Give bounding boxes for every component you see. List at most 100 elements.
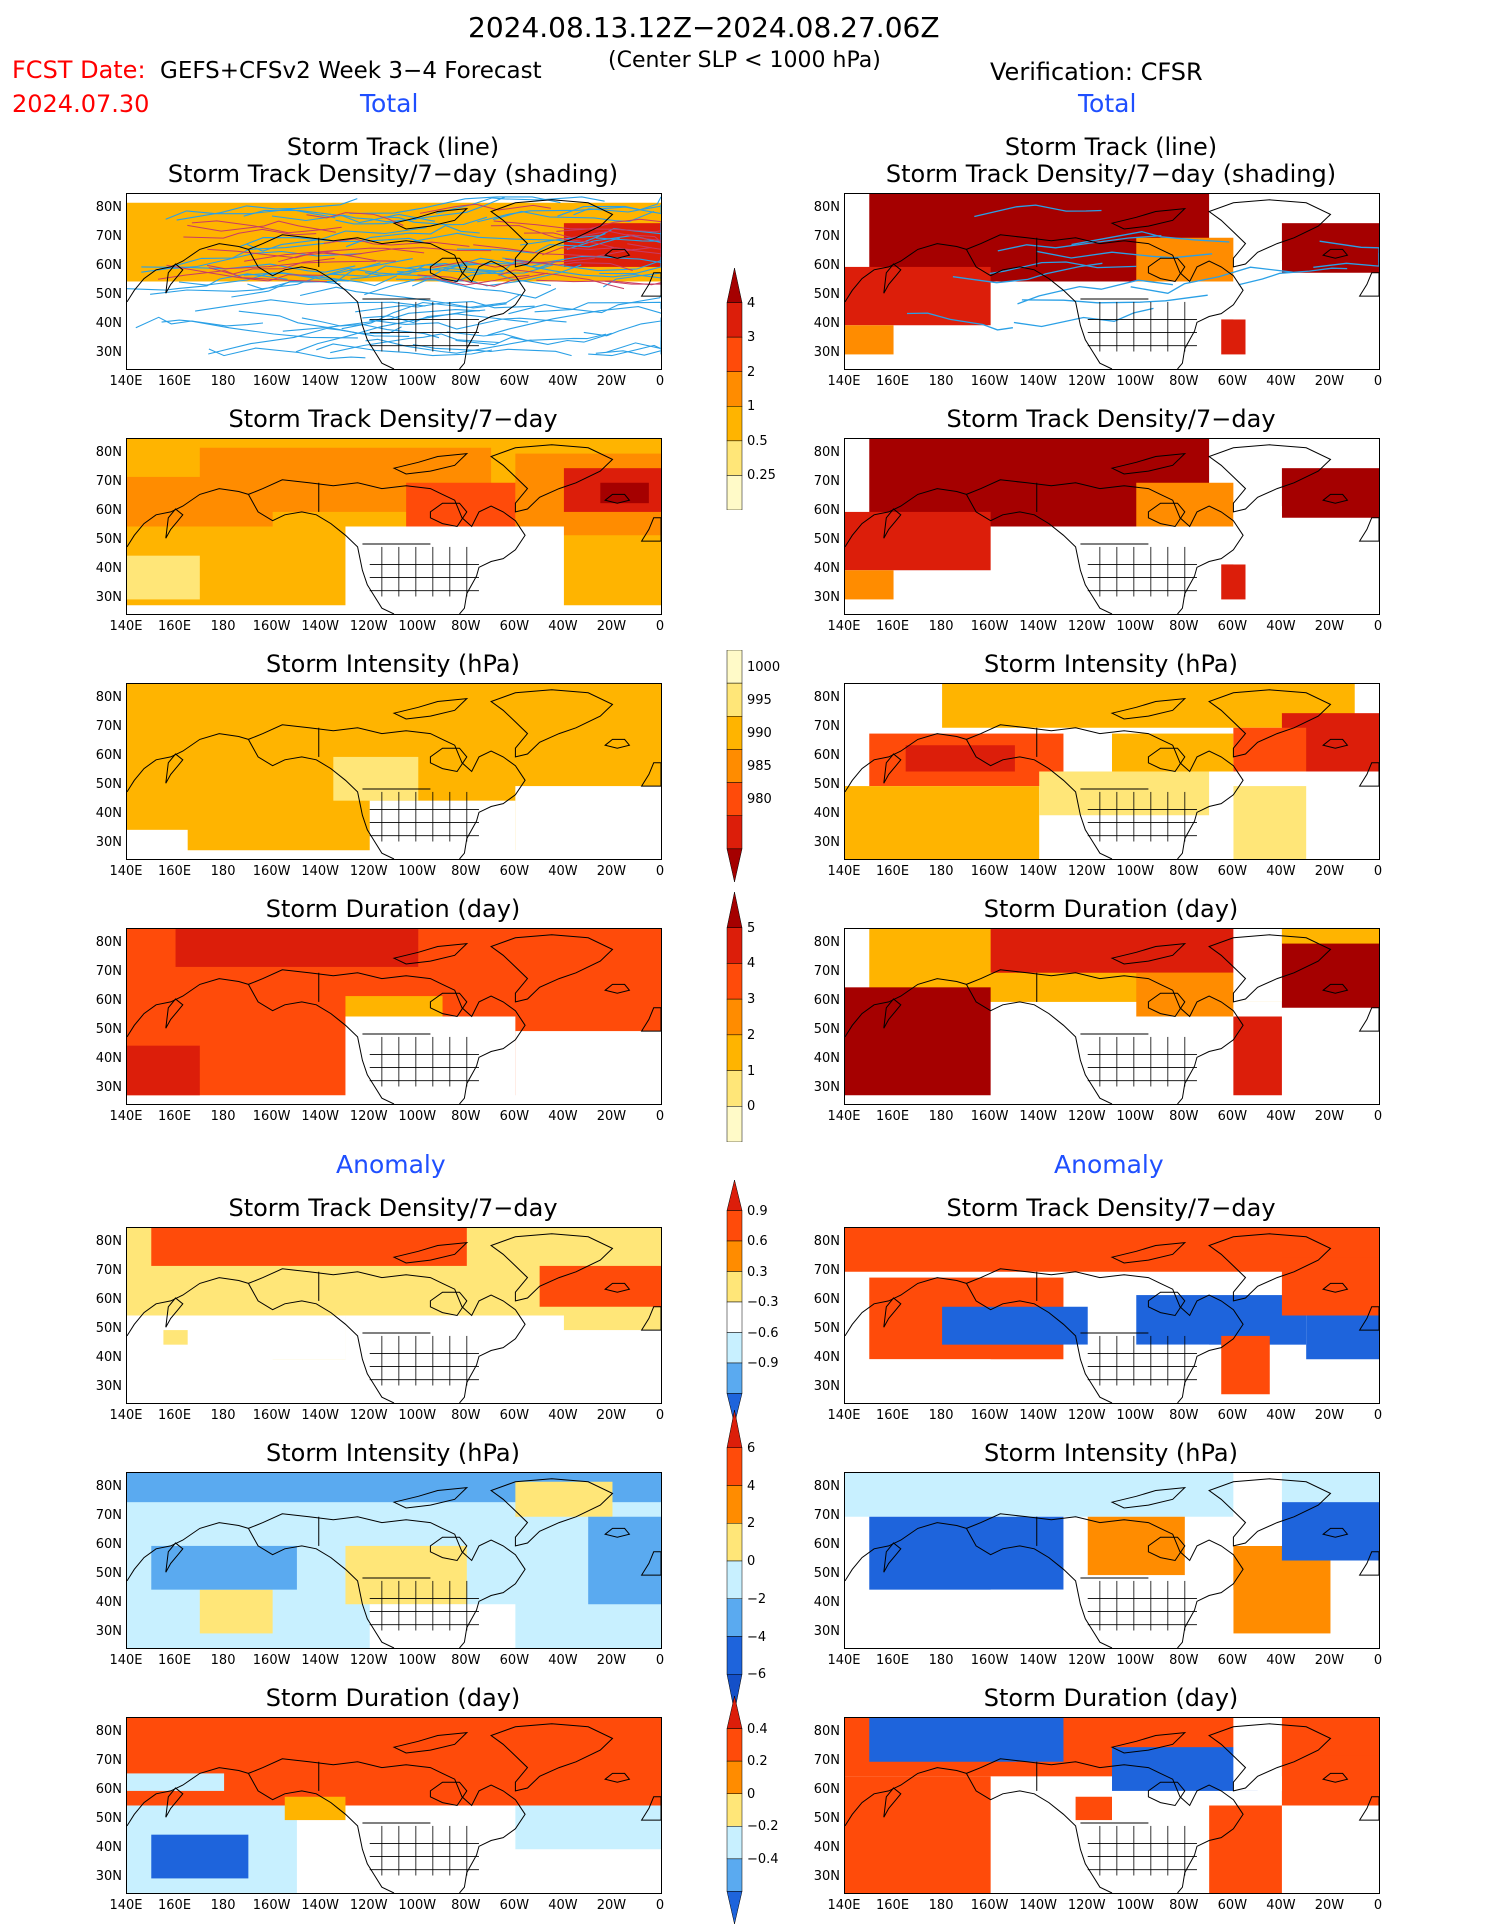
panel-title: Storm Duration (day) xyxy=(983,895,1239,923)
lon-label: 120W xyxy=(1067,1109,1106,1124)
fcst-date-label: FCST Date: xyxy=(12,56,146,84)
lon-label: 180 xyxy=(210,1653,236,1668)
lon-label: 80W xyxy=(451,864,481,879)
lat-label: 50N xyxy=(95,287,122,303)
lat-label: 30N xyxy=(813,1624,840,1640)
lat-label: 50N xyxy=(813,1566,840,1582)
lat-label: 40N xyxy=(813,561,840,577)
lon-label: 120W xyxy=(1067,1898,1106,1913)
lon-label: 120W xyxy=(1067,619,1106,634)
lon-label: 140E xyxy=(827,1109,861,1124)
lon-label: 180 xyxy=(210,619,236,634)
panel-title: Storm Intensity (hPa) xyxy=(984,650,1238,678)
lat-label: 30N xyxy=(813,835,840,851)
lat-label: 70N xyxy=(95,963,122,979)
lon-label: 160E xyxy=(876,1109,910,1124)
lat-label: 60N xyxy=(813,1291,840,1307)
lon-label: 0 xyxy=(655,864,665,879)
panel-title: Storm Track Density/7−day (shading) xyxy=(885,160,1337,188)
lat-label: 80N xyxy=(813,1478,840,1494)
lat-label: 70N xyxy=(813,1262,840,1278)
lon-label: 0 xyxy=(655,1653,665,1668)
colorbar-label: 1 xyxy=(747,1063,756,1079)
lon-label: 0 xyxy=(655,1898,665,1913)
lon-label: 160W xyxy=(252,1898,291,1913)
lat-label: 70N xyxy=(95,228,122,244)
colorbar-label: 3 xyxy=(747,330,756,346)
lon-label: 100W xyxy=(1116,619,1155,634)
lon-label: 160W xyxy=(970,1408,1009,1423)
lon-label: 80W xyxy=(1169,1898,1199,1913)
lon-label: 160W xyxy=(252,1653,291,1668)
lon-label: 0 xyxy=(1373,1653,1383,1668)
lon-label: 140W xyxy=(1019,864,1057,879)
lat-label: 80N xyxy=(813,689,840,705)
lon-label: 20W xyxy=(596,864,627,879)
lon-label: 100W xyxy=(398,374,437,389)
lat-label: 30N xyxy=(813,590,840,606)
lon-label: 100W xyxy=(398,1653,437,1668)
lon-label: 140E xyxy=(827,864,861,879)
lon-label: 120W xyxy=(1067,864,1106,879)
lon-label: 160W xyxy=(252,374,291,389)
lon-label: 140E xyxy=(827,374,861,389)
lon-label: 60W xyxy=(499,374,530,389)
lon-label: 140W xyxy=(1019,1408,1057,1423)
lat-label: 50N xyxy=(813,532,840,548)
lat-label: 60N xyxy=(95,1781,122,1797)
lon-label: 140W xyxy=(301,1653,339,1668)
fcst-date-value: 2024.07.30 xyxy=(12,90,150,118)
colorbar-label: 2 xyxy=(747,1027,756,1043)
lon-label: 40W xyxy=(1266,864,1296,879)
colorbar-label: 0.2 xyxy=(747,1754,768,1770)
lat-label: 50N xyxy=(95,1811,122,1827)
panel-title: Storm Duration (day) xyxy=(265,895,521,923)
lon-label: 60W xyxy=(1217,1109,1248,1124)
lat-label: 50N xyxy=(95,777,122,793)
map-anom-intensity-right xyxy=(844,1472,1380,1649)
colorbar-label: 5 xyxy=(747,920,756,936)
lon-label: 20W xyxy=(1314,1898,1345,1913)
map-intensity-right xyxy=(844,683,1380,860)
lat-label: 80N xyxy=(95,934,122,950)
lon-label: 160E xyxy=(158,1408,192,1423)
colorbar-intensity_anom xyxy=(726,1410,743,1712)
panel-title: Storm Track Density/7−day xyxy=(228,1194,558,1222)
colorbar-label: 6 xyxy=(747,1440,756,1456)
lon-label: 20W xyxy=(596,1109,627,1124)
lon-label: 20W xyxy=(596,1408,627,1423)
lon-label: 160W xyxy=(970,619,1009,634)
lon-label: 180 xyxy=(210,1408,236,1423)
lat-label: 30N xyxy=(95,1080,122,1096)
lat-label: 70N xyxy=(813,963,840,979)
lon-label: 80W xyxy=(1169,1408,1199,1423)
lon-label: 20W xyxy=(596,374,627,389)
lat-label: 70N xyxy=(95,1262,122,1278)
lon-label: 180 xyxy=(928,619,954,634)
map-anom-density-left xyxy=(126,1227,662,1404)
lon-label: 160W xyxy=(252,1109,291,1124)
panel-title: Storm Track (line) xyxy=(286,133,500,161)
lat-label: 50N xyxy=(95,1566,122,1582)
lon-label: 160E xyxy=(158,619,192,634)
map-track-right xyxy=(844,193,1380,370)
lat-label: 30N xyxy=(813,1080,840,1096)
panel-title: Storm Track Density/7−day (shading) xyxy=(167,160,619,188)
lon-label: 140W xyxy=(301,1109,339,1124)
lat-label: 80N xyxy=(813,1233,840,1249)
lat-label: 50N xyxy=(813,287,840,303)
lat-label: 50N xyxy=(95,532,122,548)
lon-label: 120W xyxy=(349,1653,388,1668)
lon-label: 40W xyxy=(1266,1898,1296,1913)
lat-label: 70N xyxy=(813,1507,840,1523)
lon-label: 180 xyxy=(210,1898,236,1913)
lon-label: 60W xyxy=(499,1109,530,1124)
panel-title: Storm Track (line) xyxy=(1004,133,1218,161)
lat-label: 70N xyxy=(95,473,122,489)
lat-label: 60N xyxy=(813,1781,840,1797)
lon-label: 60W xyxy=(499,1408,530,1423)
lon-label: 140E xyxy=(109,619,143,634)
lon-label: 60W xyxy=(1217,374,1248,389)
lon-label: 180 xyxy=(210,864,236,879)
lon-label: 100W xyxy=(398,619,437,634)
